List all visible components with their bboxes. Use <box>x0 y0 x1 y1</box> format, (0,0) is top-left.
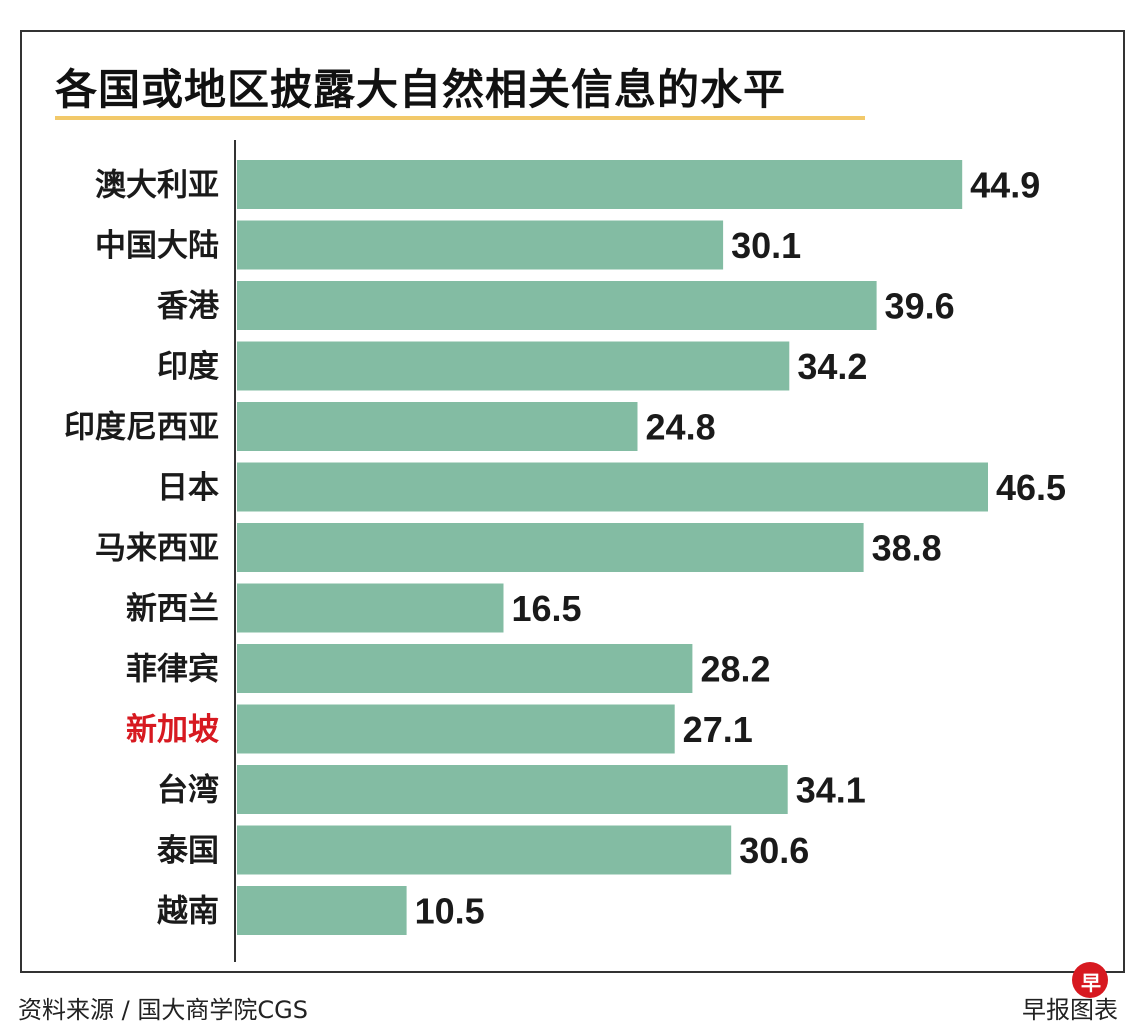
zaobao-logo-icon <box>1072 962 1108 998</box>
zaobao-logo-glyph: 早 <box>1081 971 1101 995</box>
bar-5 <box>237 462 988 512</box>
chart-frame <box>20 30 1125 973</box>
bar-10 <box>237 765 788 814</box>
category-label-8: 菲律宾 <box>126 652 219 688</box>
value-label-12: 10.5 <box>415 891 485 932</box>
title-underline <box>55 116 865 120</box>
category-label-0: 澳大利亚 <box>95 168 219 204</box>
bar-2 <box>237 281 877 330</box>
bar-8 <box>237 644 693 693</box>
value-label-6: 38.8 <box>872 528 942 569</box>
value-label-0: 44.9 <box>970 165 1040 206</box>
bar-7 <box>237 583 504 633</box>
bar-11 <box>237 825 732 875</box>
category-label-6: 马来西亚 <box>95 531 219 567</box>
category-label-4: 印度尼西亚 <box>64 410 219 446</box>
category-label-12: 越南 <box>157 894 219 930</box>
source-note: 资料来源 / 国大商学院CGS <box>18 996 308 1024</box>
graphic-credit: 早报图表 <box>1022 996 1118 1024</box>
bar-3 <box>237 341 790 391</box>
value-label-1: 30.1 <box>731 225 801 266</box>
chart-title: 各国或地区披露大自然相关信息的水平 <box>55 65 787 114</box>
value-label-11: 30.6 <box>739 830 809 871</box>
value-label-10: 34.1 <box>796 770 866 811</box>
value-label-4: 24.8 <box>646 407 716 448</box>
bar-1 <box>237 220 724 270</box>
category-label-9: 新加坡 <box>126 712 219 748</box>
value-label-9: 27.1 <box>683 709 753 750</box>
category-label-1: 中国大陆 <box>95 228 219 264</box>
bar-12 <box>237 886 407 935</box>
category-label-11: 泰国 <box>157 833 219 869</box>
value-label-2: 39.6 <box>885 286 955 327</box>
bar-4 <box>237 402 638 451</box>
category-label-10: 台湾 <box>157 773 219 809</box>
value-label-8: 28.2 <box>700 649 770 690</box>
category-label-2: 香港 <box>157 289 220 325</box>
category-label-5: 日本 <box>157 470 219 506</box>
category-label-3: 印度 <box>157 349 219 385</box>
value-label-3: 34.2 <box>797 346 867 387</box>
value-label-5: 46.5 <box>996 467 1066 508</box>
bar-0 <box>237 160 963 209</box>
value-label-7: 16.5 <box>511 588 581 629</box>
category-label-7: 新西兰 <box>126 591 219 627</box>
bar-6 <box>237 523 864 572</box>
bar-9 <box>237 704 675 754</box>
